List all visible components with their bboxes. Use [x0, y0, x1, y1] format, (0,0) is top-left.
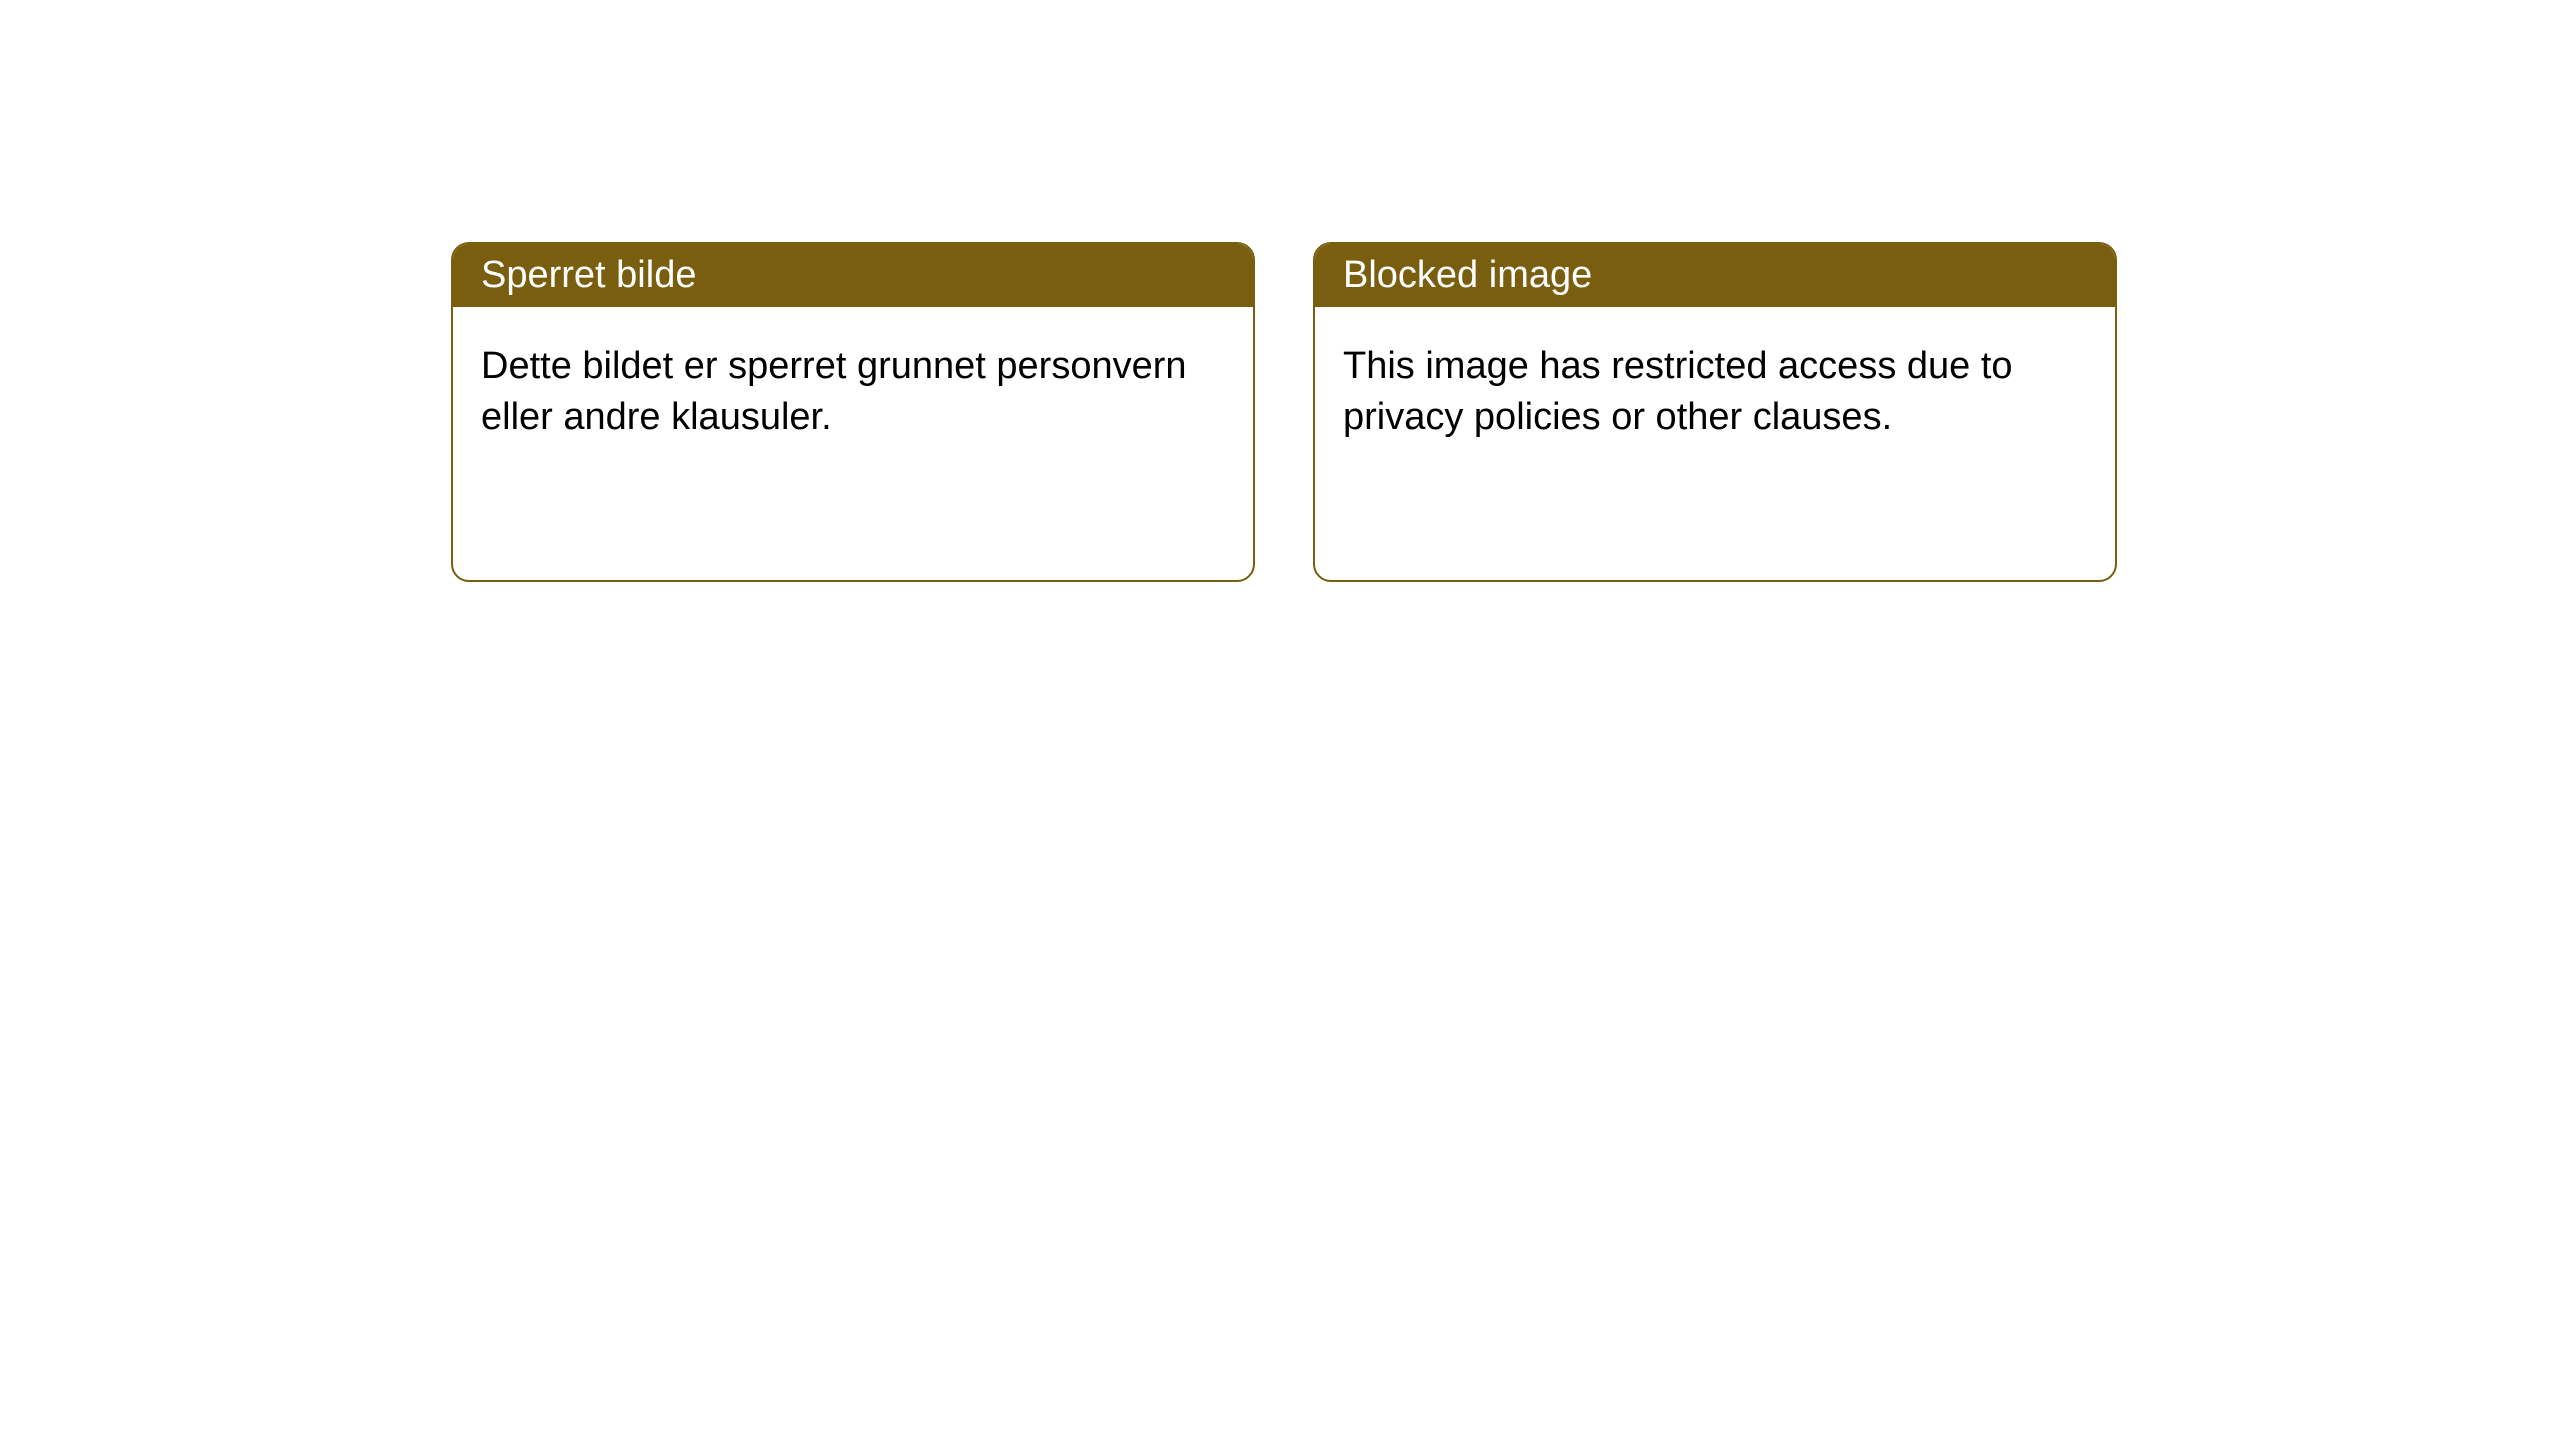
card-header: Blocked image [1315, 244, 2115, 307]
card-title: Sperret bilde [481, 254, 696, 296]
card-header: Sperret bilde [453, 244, 1253, 307]
notice-card-norwegian: Sperret bilde Dette bildet er sperret gr… [451, 242, 1255, 582]
card-body: Dette bildet er sperret grunnet personve… [453, 307, 1253, 478]
card-body: This image has restricted access due to … [1315, 307, 2115, 478]
card-title: Blocked image [1343, 254, 1592, 296]
card-body-text: Dette bildet er sperret grunnet personve… [481, 345, 1187, 438]
notice-container: Sperret bilde Dette bildet er sperret gr… [451, 242, 2117, 582]
card-body-text: This image has restricted access due to … [1343, 345, 2013, 438]
notice-card-english: Blocked image This image has restricted … [1313, 242, 2117, 582]
